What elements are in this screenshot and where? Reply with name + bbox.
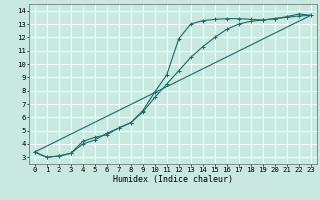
X-axis label: Humidex (Indice chaleur): Humidex (Indice chaleur) [113,175,233,184]
